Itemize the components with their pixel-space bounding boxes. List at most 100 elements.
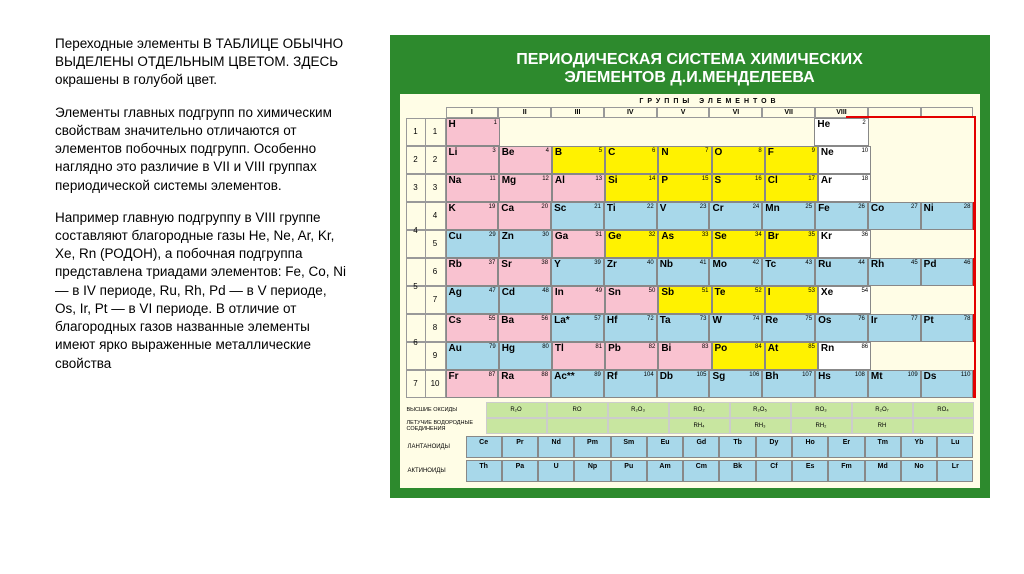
element-Pt: Pt78 (921, 314, 974, 342)
empty-cell (871, 230, 922, 258)
element-row: Ag47Cd48In49Sn50Sb51Te52I53Xe54 (446, 286, 974, 314)
element-Am: Am (647, 460, 683, 482)
element-Xe: Xe54 (818, 286, 871, 314)
group-label: I (446, 107, 499, 118)
element-Sn: Sn50 (605, 286, 658, 314)
element-Po: Po84 (712, 342, 765, 370)
element-row: Au79Hg80Tl81Pb82Bi83Po84At85Rn86 (446, 342, 974, 370)
element-Pm: Pm (574, 436, 610, 458)
element-P: P15 (658, 174, 711, 202)
element-Bh: Bh107 (762, 370, 815, 398)
element-N: N7 (658, 146, 711, 174)
element-Mo: Mo42 (709, 258, 762, 286)
element-Tc: Tc43 (762, 258, 815, 286)
group-label: VII (762, 107, 815, 118)
element-Os: Os76 (815, 314, 868, 342)
element-Dy: Dy (756, 436, 792, 458)
element-U: U (538, 460, 574, 482)
oxide-label: ВЫСШИЕ ОКСИДЫ (406, 402, 486, 418)
element-Ca: Ca20 (498, 202, 551, 230)
group-label: V (657, 107, 710, 118)
element-Bk: Bk (719, 460, 755, 482)
empty-cell (605, 118, 657, 146)
element-Ac**: Ac**89 (551, 370, 604, 398)
element-Mn: Mn25 (762, 202, 815, 230)
element-Ce: Ce (466, 436, 502, 458)
element-Ba: Ba56 (498, 314, 551, 342)
element-C: C6 (605, 146, 658, 174)
element-Ga: Ga31 (552, 230, 605, 258)
element-row: K19Ca20Sc21Ti22V23Cr24Mn25Fe26Co27Ni28 (446, 202, 974, 230)
element-Sr: Sr38 (498, 258, 551, 286)
empty-cell (552, 118, 604, 146)
paragraph-1: Переходные элементы В ТАБЛИЦЕ ОБЫЧНО ВЫД… (55, 35, 350, 90)
element-Zr: Zr40 (604, 258, 657, 286)
element-S: S16 (712, 174, 765, 202)
title-line-2: ЭЛЕМЕНТОВ Д.И.МЕНДЕЛЕЕВА (404, 69, 976, 87)
element-B: B5 (552, 146, 605, 174)
element-Si: Si14 (605, 174, 658, 202)
element-H: H1 (446, 118, 500, 146)
group-label: III (551, 107, 604, 118)
element-Ni: Ni28 (921, 202, 974, 230)
element-Ir: Ir77 (868, 314, 921, 342)
element-Lr: Lr (937, 460, 973, 482)
element-Fm: Fm (828, 460, 864, 482)
element-Y: Y39 (551, 258, 604, 286)
group-label: VIII (815, 107, 868, 118)
element-Eu: Eu (647, 436, 683, 458)
period-column: 112233445567689710 (406, 118, 446, 398)
element-row: Cu29Zn30Ga31Ge32As33Se34Br35Kr36 (446, 230, 974, 258)
element-K: K19 (446, 202, 499, 230)
group-numbers: IIIIIIIVVVIVIIVIII (406, 107, 974, 118)
element-Gd: Gd (683, 436, 719, 458)
empty-cell (871, 342, 922, 370)
element-Hf: Hf72 (604, 314, 657, 342)
element-Rn: Rn86 (818, 342, 871, 370)
element-Md: Md (865, 460, 901, 482)
element-Db: Db105 (657, 370, 710, 398)
element-row: Fr87Ra88Ac**89Rf104Db105Sg106Bh107Hs108M… (446, 370, 974, 398)
element-Be: Be4 (499, 146, 552, 174)
element-Nb: Nb41 (657, 258, 710, 286)
element-Li: Li3 (446, 146, 499, 174)
empty-cell (922, 230, 973, 258)
lanthanides-row: ЛАНТАНОИДЫCePrNdPmSmEuGdTbDyHoErTmYbLu (406, 436, 974, 458)
element-Ar: Ar18 (818, 174, 871, 202)
actinides-row: АКТИНОИДЫThPaUNpPuAmCmBkCfEsFmMdNoLr (406, 460, 974, 482)
element-Er: Er (828, 436, 864, 458)
element-Cr: Cr24 (709, 202, 762, 230)
empty-cell (922, 286, 973, 314)
paragraph-2: Элементы главных подгрупп по химическим … (55, 104, 350, 195)
element-Hs: Hs108 (815, 370, 868, 398)
element-Tm: Tm (865, 436, 901, 458)
element-Sg: Sg106 (709, 370, 762, 398)
element-Th: Th (466, 460, 502, 482)
element-Rb: Rb37 (446, 258, 499, 286)
empty-cell (871, 174, 922, 202)
la-label: ЛАНТАНОИДЫ (406, 436, 466, 458)
element-Es: Es (792, 460, 828, 482)
elements-grid: Ar 39.948 H1He2Li3Be4B5C6N7O8F9Ne10Na11M… (446, 118, 974, 398)
element-Re: Re75 (762, 314, 815, 342)
groups-header: ГРУППЫ ЭЛЕМЕНТОВ (446, 98, 974, 105)
element-Ne: Ne10 (818, 146, 871, 174)
element-O: O8 (712, 146, 765, 174)
la-label: АКТИНОИДЫ (406, 460, 466, 482)
element-Ra: Ra88 (498, 370, 551, 398)
element-row: H1He2 (446, 118, 974, 146)
element-Zn: Zn30 (499, 230, 552, 258)
element-Hg: Hg80 (499, 342, 552, 370)
element-Pb: Pb82 (605, 342, 658, 370)
element-Mt: Mt109 (868, 370, 921, 398)
element-W: W74 (709, 314, 762, 342)
element-I: I53 (765, 286, 818, 314)
empty-cell (922, 146, 973, 174)
element-Br: Br35 (765, 230, 818, 258)
element-La*: La*57 (551, 314, 604, 342)
table-title: ПЕРИОДИЧЕСКАЯ СИСТЕМА ХИМИЧЕСКИХ ЭЛЕМЕНТ… (400, 45, 980, 94)
group-label: VI (709, 107, 762, 118)
element-At: At85 (765, 342, 818, 370)
element-Mg: Mg12 (499, 174, 552, 202)
element-Sc: Sc21 (551, 202, 604, 230)
